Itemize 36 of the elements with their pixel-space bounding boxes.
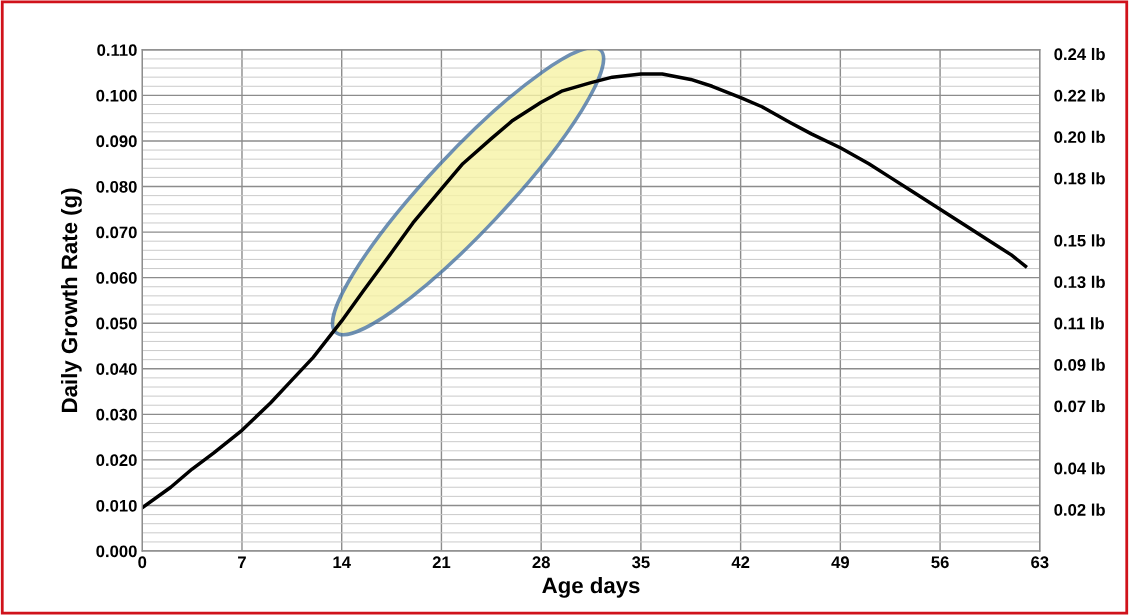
y2-tick-label: 0.04 lb (1054, 462, 1105, 475)
y-tick-label: 0.050 (96, 317, 137, 330)
y-tick-label: 0.090 (96, 135, 137, 148)
x-tick-label: 35 (632, 556, 650, 569)
x-tick-label: 21 (432, 556, 451, 568)
x-tick-label: 42 (731, 556, 750, 568)
y2-tick-label: 0.02 lb (1054, 503, 1105, 516)
x-tick-label: 63 (1031, 556, 1049, 569)
y2-tick-label: 0.15 lb (1054, 234, 1105, 247)
y-tick-label: 0.080 (96, 180, 137, 193)
y2-tick-label: 0.13 lb (1054, 275, 1105, 289)
y-tick-label: 0.100 (96, 89, 137, 102)
y2-tick-label: 0.09 lb (1054, 358, 1105, 371)
y-tick-label: 0.020 (96, 454, 137, 467)
y-tick-label: 0.040 (96, 363, 137, 375)
x-tick-label: 28 (532, 556, 550, 569)
y-tick-label: 0.000 (96, 545, 137, 558)
x-tick-label: 56 (931, 556, 949, 569)
x-tick-label: 7 (238, 556, 246, 568)
x-tick-label: 0 (138, 556, 147, 569)
y-tick-label: 0.070 (96, 226, 137, 239)
y2-tick-label: 0.20 lb (1054, 130, 1105, 144)
y-tick-label: 0.110 (97, 44, 137, 57)
y2-tick-label: 0.07 lb (1054, 400, 1105, 413)
x-axis-title: Age days (542, 576, 640, 598)
y-tick-label: 0.010 (96, 499, 137, 512)
y2-tick-label: 0.24 lb (1054, 47, 1105, 61)
y-axis-title: Daily Growth Rate (g) (60, 188, 82, 412)
line-series (142, 72, 1028, 510)
y-tick-label: 0.030 (96, 408, 137, 421)
y2-tick-label: 0.11 lb (1054, 317, 1104, 330)
x-tick-label: 49 (831, 556, 849, 569)
y-tick-label: 0.060 (96, 272, 137, 284)
x-tick-label: 14 (333, 556, 351, 568)
y2-tick-label: 0.18 lb (1054, 172, 1105, 185)
y2-tick-label: 0.22 lb (1054, 89, 1105, 102)
